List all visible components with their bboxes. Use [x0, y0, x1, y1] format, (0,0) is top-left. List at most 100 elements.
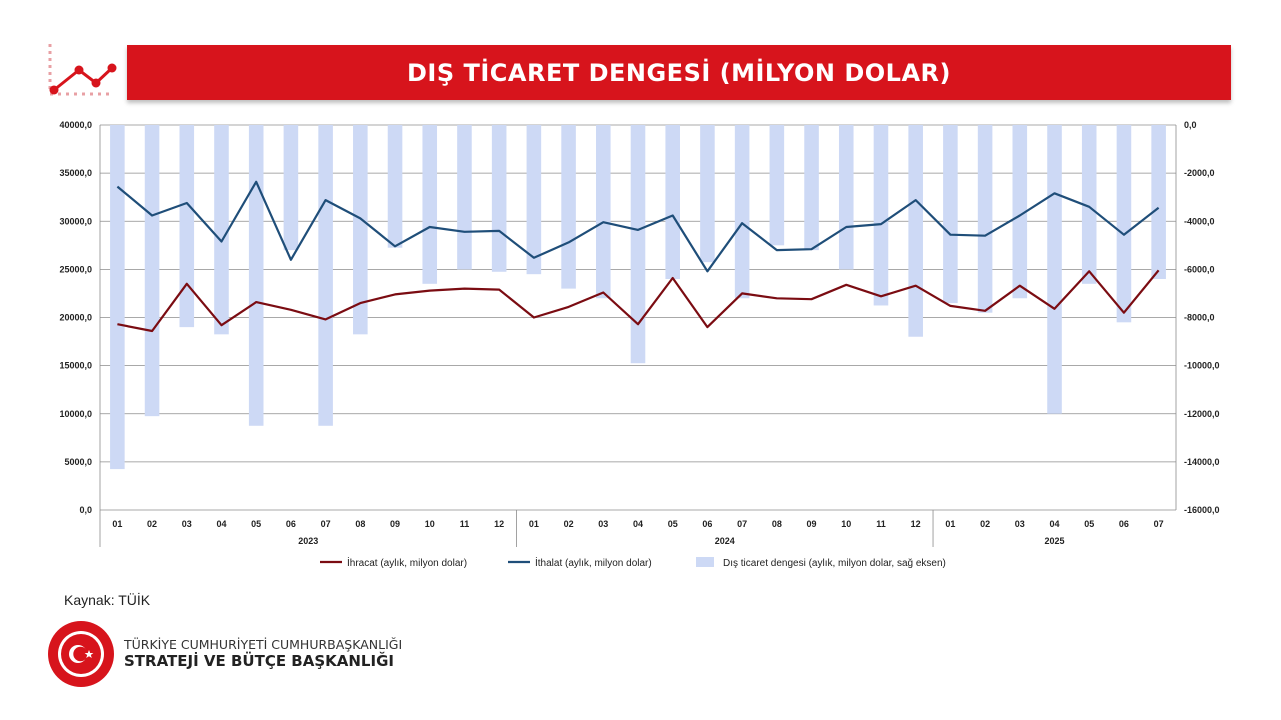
series-line: [116, 180, 1160, 273]
balance-bar: [1012, 125, 1028, 299]
balance-bar: [1047, 125, 1062, 414]
x-tick-label: 02: [147, 519, 157, 529]
x-tick-label: 01: [945, 519, 955, 529]
org-name-line2: STRATEJİ VE BÜTÇE BAŞKANLIĞI: [124, 652, 394, 670]
x-tick-label: 08: [355, 519, 365, 529]
axes: 0,0 5000,0 10000,0 15000,0 20000,0 25000,0 300…: [59, 120, 1220, 547]
x-tick-label: 04: [633, 519, 643, 529]
balance-bar: [700, 125, 715, 263]
x-tick-label: 06: [1119, 519, 1129, 529]
balance-bar: [318, 125, 333, 426]
balance-bar: [943, 125, 958, 304]
trade-lines: [116, 180, 1160, 333]
y-right-tick-label: 0,0: [1184, 120, 1197, 130]
balance-bar: [873, 125, 889, 306]
y-right-tick-label: -8000,0: [1184, 313, 1215, 323]
y-right-tick-label: -14000,0: [1184, 457, 1220, 467]
x-tick-label: 02: [564, 519, 574, 529]
org-name-line1: TÜRKİYE CUMHURİYETİ CUMHURBAŞKANLIĞI: [124, 637, 403, 652]
balance-bar: [1116, 125, 1132, 323]
y-right-tick-label: -16000,0: [1184, 505, 1220, 515]
x-tick-label: 08: [772, 519, 782, 529]
balance-bar: [561, 125, 576, 289]
balance-bar: [422, 125, 438, 284]
x-tick-label: 11: [460, 519, 470, 529]
x-tick-label: 07: [1154, 519, 1164, 529]
x-tick-label: 07: [321, 519, 331, 529]
page-title: DIŞ TİCARET DENGESİ (MİLYON DOLAR): [407, 58, 951, 87]
y-right-tick-label: -2000,0: [1184, 168, 1215, 178]
y-left-tick-label: 15000,0: [59, 361, 92, 371]
balance-bar: [630, 125, 646, 364]
y-left-tick-label: 35000,0: [59, 168, 92, 178]
x-tick-label: 03: [1015, 519, 1025, 529]
line-chart-icon: [48, 44, 117, 96]
x-tick-label: 09: [807, 519, 817, 529]
balance-bar: [1081, 125, 1097, 284]
y-left-tick-label: 10000,0: [59, 409, 92, 419]
balance-bar: [526, 125, 542, 275]
x-tick-label: 12: [494, 519, 504, 529]
x-tick-label: 02: [980, 519, 990, 529]
balance-bar: [596, 125, 611, 299]
x-tick-label: 07: [737, 519, 747, 529]
balance-bar: [977, 125, 993, 313]
x-tick-label: 05: [1084, 519, 1094, 529]
balance-bar: [665, 125, 680, 279]
x-tick-label: 05: [668, 519, 678, 529]
year-group-label: 2025: [1045, 536, 1065, 546]
y-right-tick-label: -4000,0: [1184, 216, 1215, 226]
y-left-tick-label: 5000,0: [64, 457, 92, 467]
balance-bar: [283, 125, 299, 251]
x-tick-label: 06: [286, 519, 296, 529]
balance-bar: [838, 125, 854, 270]
emblem-crescent-star-icon: [48, 621, 114, 687]
x-tick-label: 06: [702, 519, 712, 529]
title-banner: DIŞ TİCARET DENGESİ (MİLYON DOLAR): [127, 45, 1231, 100]
y-left-tick-label: 40000,0: [59, 120, 92, 130]
y-left-tick-label: 25000,0: [59, 264, 92, 274]
year-group-label: 2023: [298, 536, 318, 546]
balance-bar: [387, 125, 403, 248]
y-right-tick-label: -6000,0: [1184, 264, 1215, 274]
x-tick-label: 01: [529, 519, 539, 529]
balance-bar: [734, 125, 750, 299]
balance-bar: [179, 125, 195, 328]
balance-bar: [353, 125, 368, 335]
x-tick-label: 03: [598, 519, 608, 529]
legend-label: Dış ticaret dengesi (aylık, milyon dolar…: [723, 558, 946, 569]
legend: İhracat (aylık, milyon dolar) İthalat (ay…: [320, 556, 946, 569]
balance-bar: [1151, 125, 1166, 279]
y-left-tick-label: 20000,0: [59, 313, 92, 323]
x-tick-label: 10: [841, 519, 851, 529]
y-right-tick-label: -10000,0: [1184, 361, 1220, 371]
balance-bars: [110, 125, 1166, 470]
balance-bar: [144, 125, 160, 417]
balance-bar: [769, 125, 785, 246]
balance-bar: [908, 125, 923, 337]
balance-bar: [804, 125, 819, 251]
x-tick-label: 12: [911, 519, 921, 529]
source-note: Kaynak: TÜİK: [64, 592, 151, 608]
x-tick-label: 04: [216, 519, 226, 529]
legend-label: İthalat (aylık, milyon dolar): [535, 556, 652, 569]
x-tick-label: 03: [182, 519, 192, 529]
series-line: [117, 269, 1160, 333]
x-tick-label: 11: [876, 519, 886, 529]
y-left-tick-label: 0,0: [79, 505, 92, 515]
balance-bar: [214, 125, 229, 335]
y-right-tick-label: -12000,0: [1184, 409, 1220, 419]
balance-bar: [491, 125, 507, 272]
x-tick-label: 09: [390, 519, 400, 529]
x-tick-label: 01: [112, 519, 122, 529]
x-tick-label: 05: [251, 519, 261, 529]
balance-bar: [457, 125, 472, 270]
year-group-label: 2024: [715, 536, 735, 546]
y-left-tick-label: 30000,0: [59, 216, 92, 226]
legend-swatch: [696, 557, 714, 567]
x-tick-label: 04: [1050, 519, 1060, 529]
balance-bar: [248, 125, 264, 426]
balance-bar: [110, 125, 125, 470]
legend-label: İhracat (aylık, milyon dolar): [347, 556, 467, 569]
